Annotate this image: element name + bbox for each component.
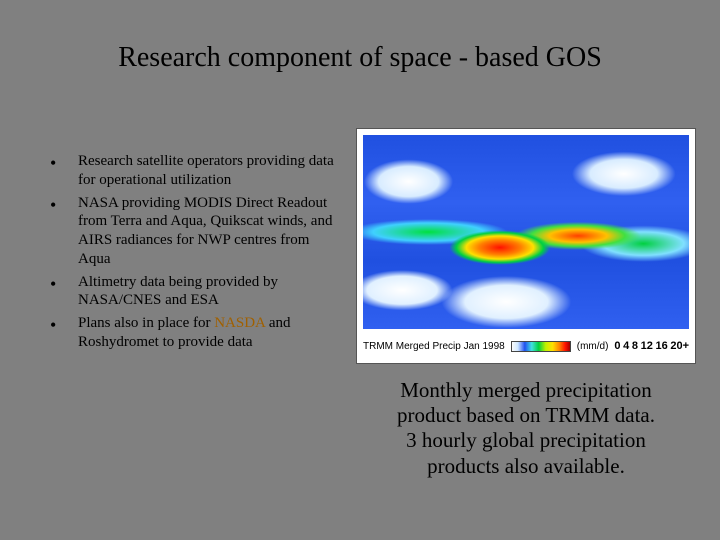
tick: 12	[641, 340, 653, 352]
precip-map: TRMM Merged Precip Jan 1998 (mm/d) 0 4 8…	[356, 128, 696, 364]
legend-ticks: 0 4 8 12 16 20+	[614, 340, 689, 352]
map-legend: TRMM Merged Precip Jan 1998 (mm/d) 0 4 8…	[363, 331, 689, 361]
list-item: Plans also in place for NASDA and Roshyd…	[50, 314, 340, 352]
list-item: Altimetry data being provided by NASA/CN…	[50, 273, 340, 311]
tick: 4	[623, 340, 629, 352]
tick: 8	[632, 340, 638, 352]
caption-line: product based on TRMM data.	[356, 403, 696, 428]
list-item: Research satellite operators providing d…	[50, 152, 340, 190]
bullet-text: Research satellite operators providing d…	[78, 153, 334, 188]
caption-line: products also available.	[356, 454, 696, 479]
page-title: Research component of space - based GOS	[0, 42, 720, 74]
bullet-text: Altimetry data being provided by NASA/CN…	[78, 274, 278, 309]
list-item: NASA providing MODIS Direct Readout from…	[50, 194, 340, 269]
bullet-column: Research satellite operators providing d…	[50, 152, 340, 356]
figure-column: TRMM Merged Precip Jan 1998 (mm/d) 0 4 8…	[356, 128, 696, 479]
bullet-text: NASA providing MODIS Direct Readout from…	[78, 195, 332, 267]
agency-highlight: NASDA	[214, 315, 265, 331]
legend-units: (mm/d)	[577, 341, 609, 352]
map-canvas	[363, 135, 689, 329]
caption-line: 3 hourly global precipitation	[356, 428, 696, 453]
tick: 20+	[670, 340, 689, 352]
bullet-text-pre: Plans also in place for	[78, 315, 214, 331]
tick: 16	[655, 340, 667, 352]
figure-caption: Monthly merged precipitation product bas…	[356, 378, 696, 479]
tick: 0	[614, 340, 620, 352]
caption-line: Monthly merged precipitation	[356, 378, 696, 403]
colorbar	[511, 341, 571, 352]
bullet-list: Research satellite operators providing d…	[50, 152, 340, 352]
legend-label: TRMM Merged Precip Jan 1998	[363, 341, 505, 352]
